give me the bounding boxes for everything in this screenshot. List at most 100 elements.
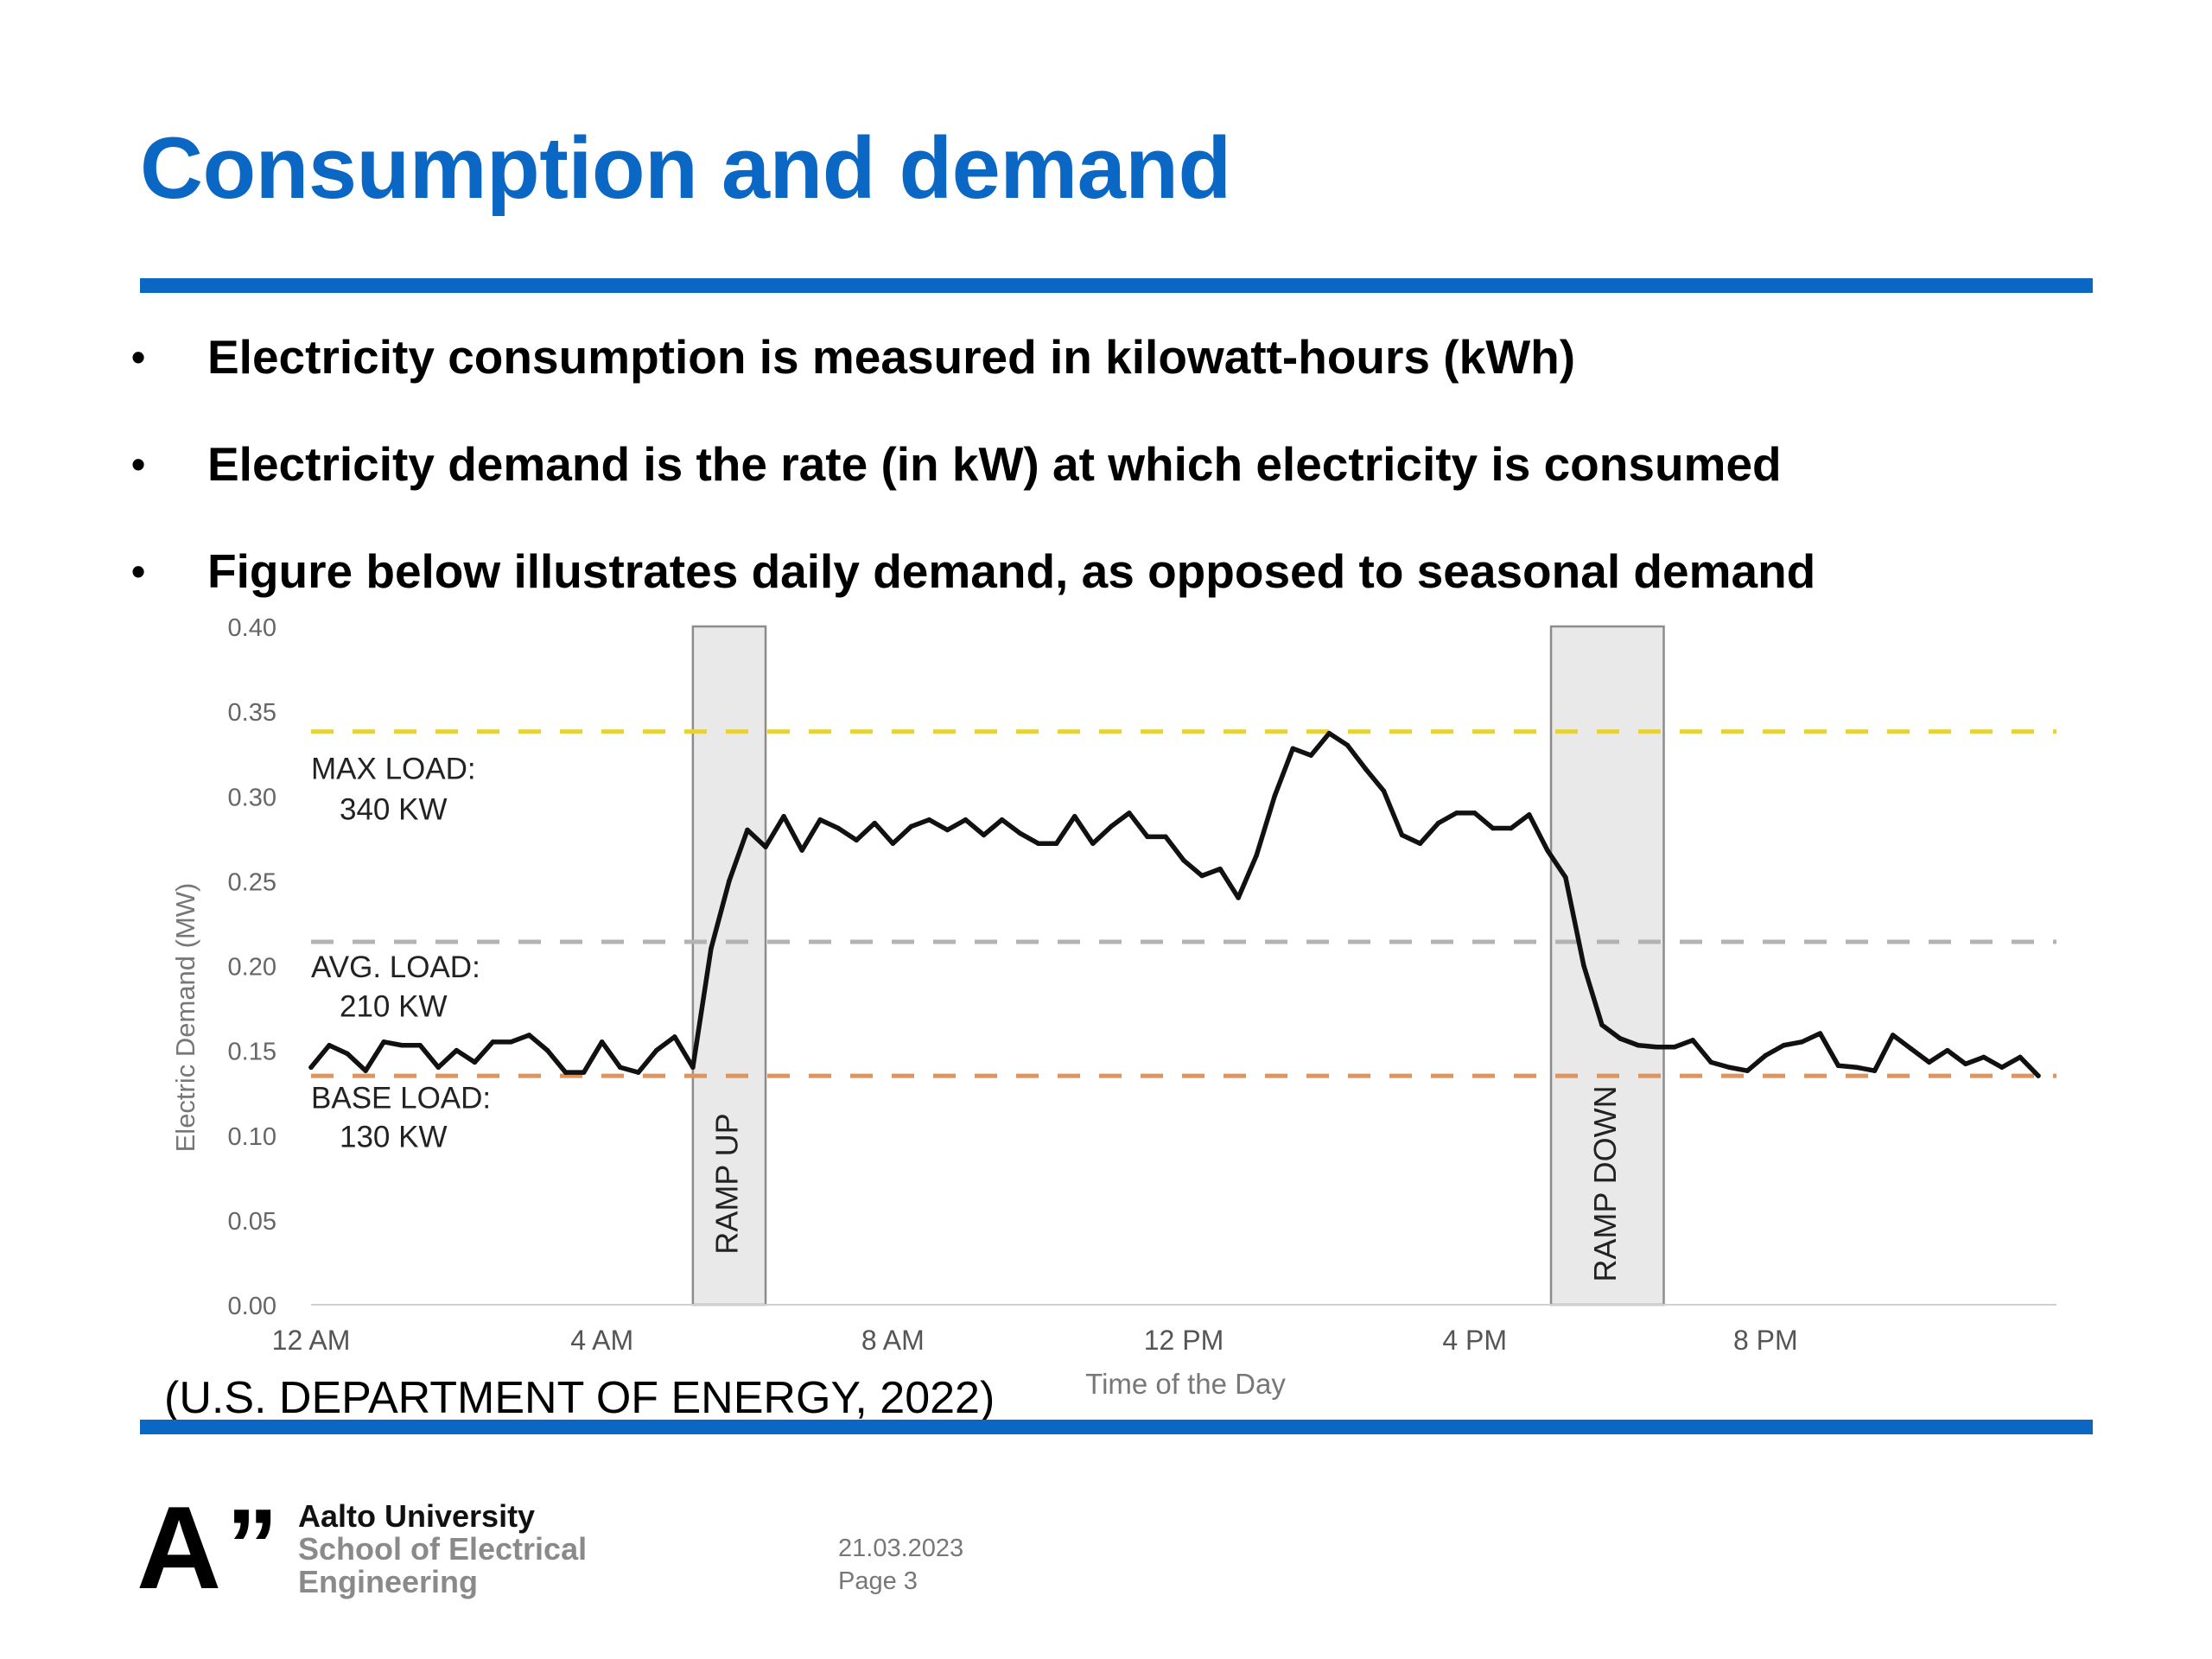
x-tick-label: 4 AM <box>570 1325 633 1356</box>
bullet-dot: • <box>131 442 146 486</box>
demand-point <box>981 832 987 838</box>
y-tick-label: 0.40 <box>228 614 276 642</box>
demand-point <box>817 817 823 823</box>
demand-point <box>617 1065 623 1071</box>
demand-point <box>1399 832 1405 838</box>
title-divider <box>140 278 2093 293</box>
demand-point <box>1708 1059 1714 1065</box>
demand-point <box>1417 841 1423 846</box>
avg-load-value: 210 KW <box>340 989 448 1023</box>
logo-letter: A <box>137 1502 221 1597</box>
bullet-text: Electricity consumption is measured in k… <box>207 330 1576 384</box>
demand-point <box>1962 1061 1968 1067</box>
bullet-dot: • <box>131 549 146 594</box>
demand-point <box>1745 1068 1751 1073</box>
demand-point <box>1853 1065 1859 1071</box>
demand-point <box>1490 825 1496 831</box>
y-axis-title: Electric Demand (MW) <box>170 883 200 1153</box>
demand-point <box>435 1065 442 1071</box>
series-layer <box>308 730 2041 1078</box>
chart-labels: RAMP UP RAMP DOWN MAX LOAD: 340 KW AVG. LOAD… <box>311 753 1623 1282</box>
demand-point <box>2036 1073 2041 1078</box>
org-line-3: Engineering <box>298 1564 479 1599</box>
demand-point <box>672 1034 677 1039</box>
demand-point <box>963 817 969 823</box>
demand-point <box>1944 1047 1950 1053</box>
demand-point <box>890 841 896 846</box>
demand-point <box>472 1059 478 1065</box>
demand-point <box>1618 1036 1623 1041</box>
demand-point <box>1199 873 1205 879</box>
slide-meta: 21.03.2023 Page 3 <box>838 1532 963 1598</box>
demand-point <box>999 817 1005 823</box>
page-number: Page 3 <box>838 1567 918 1595</box>
demand-point <box>727 878 732 884</box>
demand-point <box>1453 810 1459 816</box>
demand-point <box>1654 1044 1659 1050</box>
demand-point <box>635 1070 641 1075</box>
chart-axes: 0.00 0.05 0.10 0.15 0.20 0.25 0.30 0.35 0.40 12 A… <box>170 614 2056 1400</box>
y-tick-label: 0.30 <box>228 784 276 811</box>
x-tick-label: 8 PM <box>1733 1325 1798 1356</box>
demand-point <box>508 1039 514 1045</box>
x-axis-title: Time of the Day <box>1085 1368 1286 1400</box>
demand-point <box>836 825 842 831</box>
demand-point <box>1035 841 1041 846</box>
x-tick-label: 12 PM <box>1144 1325 1224 1356</box>
demand-point <box>381 1039 386 1045</box>
demand-point <box>745 827 750 833</box>
demand-point <box>781 814 786 819</box>
demand-point <box>1581 963 1586 969</box>
demand-point <box>1381 788 1387 794</box>
aalto-logo: A ” <box>137 1502 278 1597</box>
base-load-value: 130 KW <box>340 1120 448 1154</box>
demand-point <box>1344 742 1351 748</box>
y-tick-label: 0.15 <box>228 1039 276 1066</box>
demand-point <box>1109 823 1114 830</box>
demand-point <box>1599 1022 1605 1027</box>
demand-point <box>2018 1054 2023 1060</box>
source-citation: (U.S. DEPARTMENT OF ENERGY, 2022) <box>164 1373 995 1423</box>
demand-point <box>1181 858 1186 863</box>
demand-point <box>1763 1052 1769 1058</box>
demand-point <box>1254 853 1259 858</box>
demand-chart: 0.00 0.05 0.10 0.15 0.20 0.25 0.30 0.35 0.40 12 A… <box>170 614 2056 1400</box>
demand-point <box>599 1039 605 1045</box>
demand-point <box>308 1065 314 1071</box>
y-tick-label: 0.05 <box>228 1208 276 1236</box>
demand-point <box>1872 1068 1878 1073</box>
demand-point <box>1563 874 1568 880</box>
demand-point <box>1163 834 1168 840</box>
ramp-down-region <box>1549 625 1665 1306</box>
demand-point <box>1690 1038 1695 1043</box>
y-tick-label: 0.00 <box>228 1293 276 1320</box>
demand-point <box>1326 730 1332 736</box>
demand-point <box>1071 814 1077 819</box>
demand-point <box>363 1068 368 1073</box>
ramp-up-label: RAMP UP <box>709 1113 744 1254</box>
x-tick-label: 4 PM <box>1442 1325 1507 1356</box>
demand-point <box>653 1047 659 1053</box>
demand-point <box>1636 1042 1641 1048</box>
demand-point <box>345 1051 350 1057</box>
demand-point <box>1926 1059 1932 1065</box>
demand-point <box>1090 841 1096 846</box>
bullet-text: Electricity demand is the rate (in kW) a… <box>207 437 1782 491</box>
org-line-2: School of Electrical <box>298 1531 588 1567</box>
demand-point <box>454 1047 460 1053</box>
demand-point <box>709 946 714 951</box>
demand-point <box>1526 812 1532 817</box>
slide-title: Consumption and demand <box>140 120 1231 217</box>
demand-point <box>1545 848 1550 853</box>
demand-point <box>1999 1065 2005 1071</box>
demand-point <box>854 837 860 843</box>
demand-point <box>872 820 878 826</box>
demand-point <box>926 817 932 823</box>
reference-lines <box>311 729 2056 1078</box>
ramp-up-region <box>691 625 767 1306</box>
demand-point <box>1781 1042 1787 1048</box>
demand-point <box>1236 895 1241 900</box>
organization-name: Aalto University School of Electrical En… <box>298 1500 587 1599</box>
bullet-dot: • <box>131 334 146 379</box>
demand-point <box>1272 793 1278 799</box>
